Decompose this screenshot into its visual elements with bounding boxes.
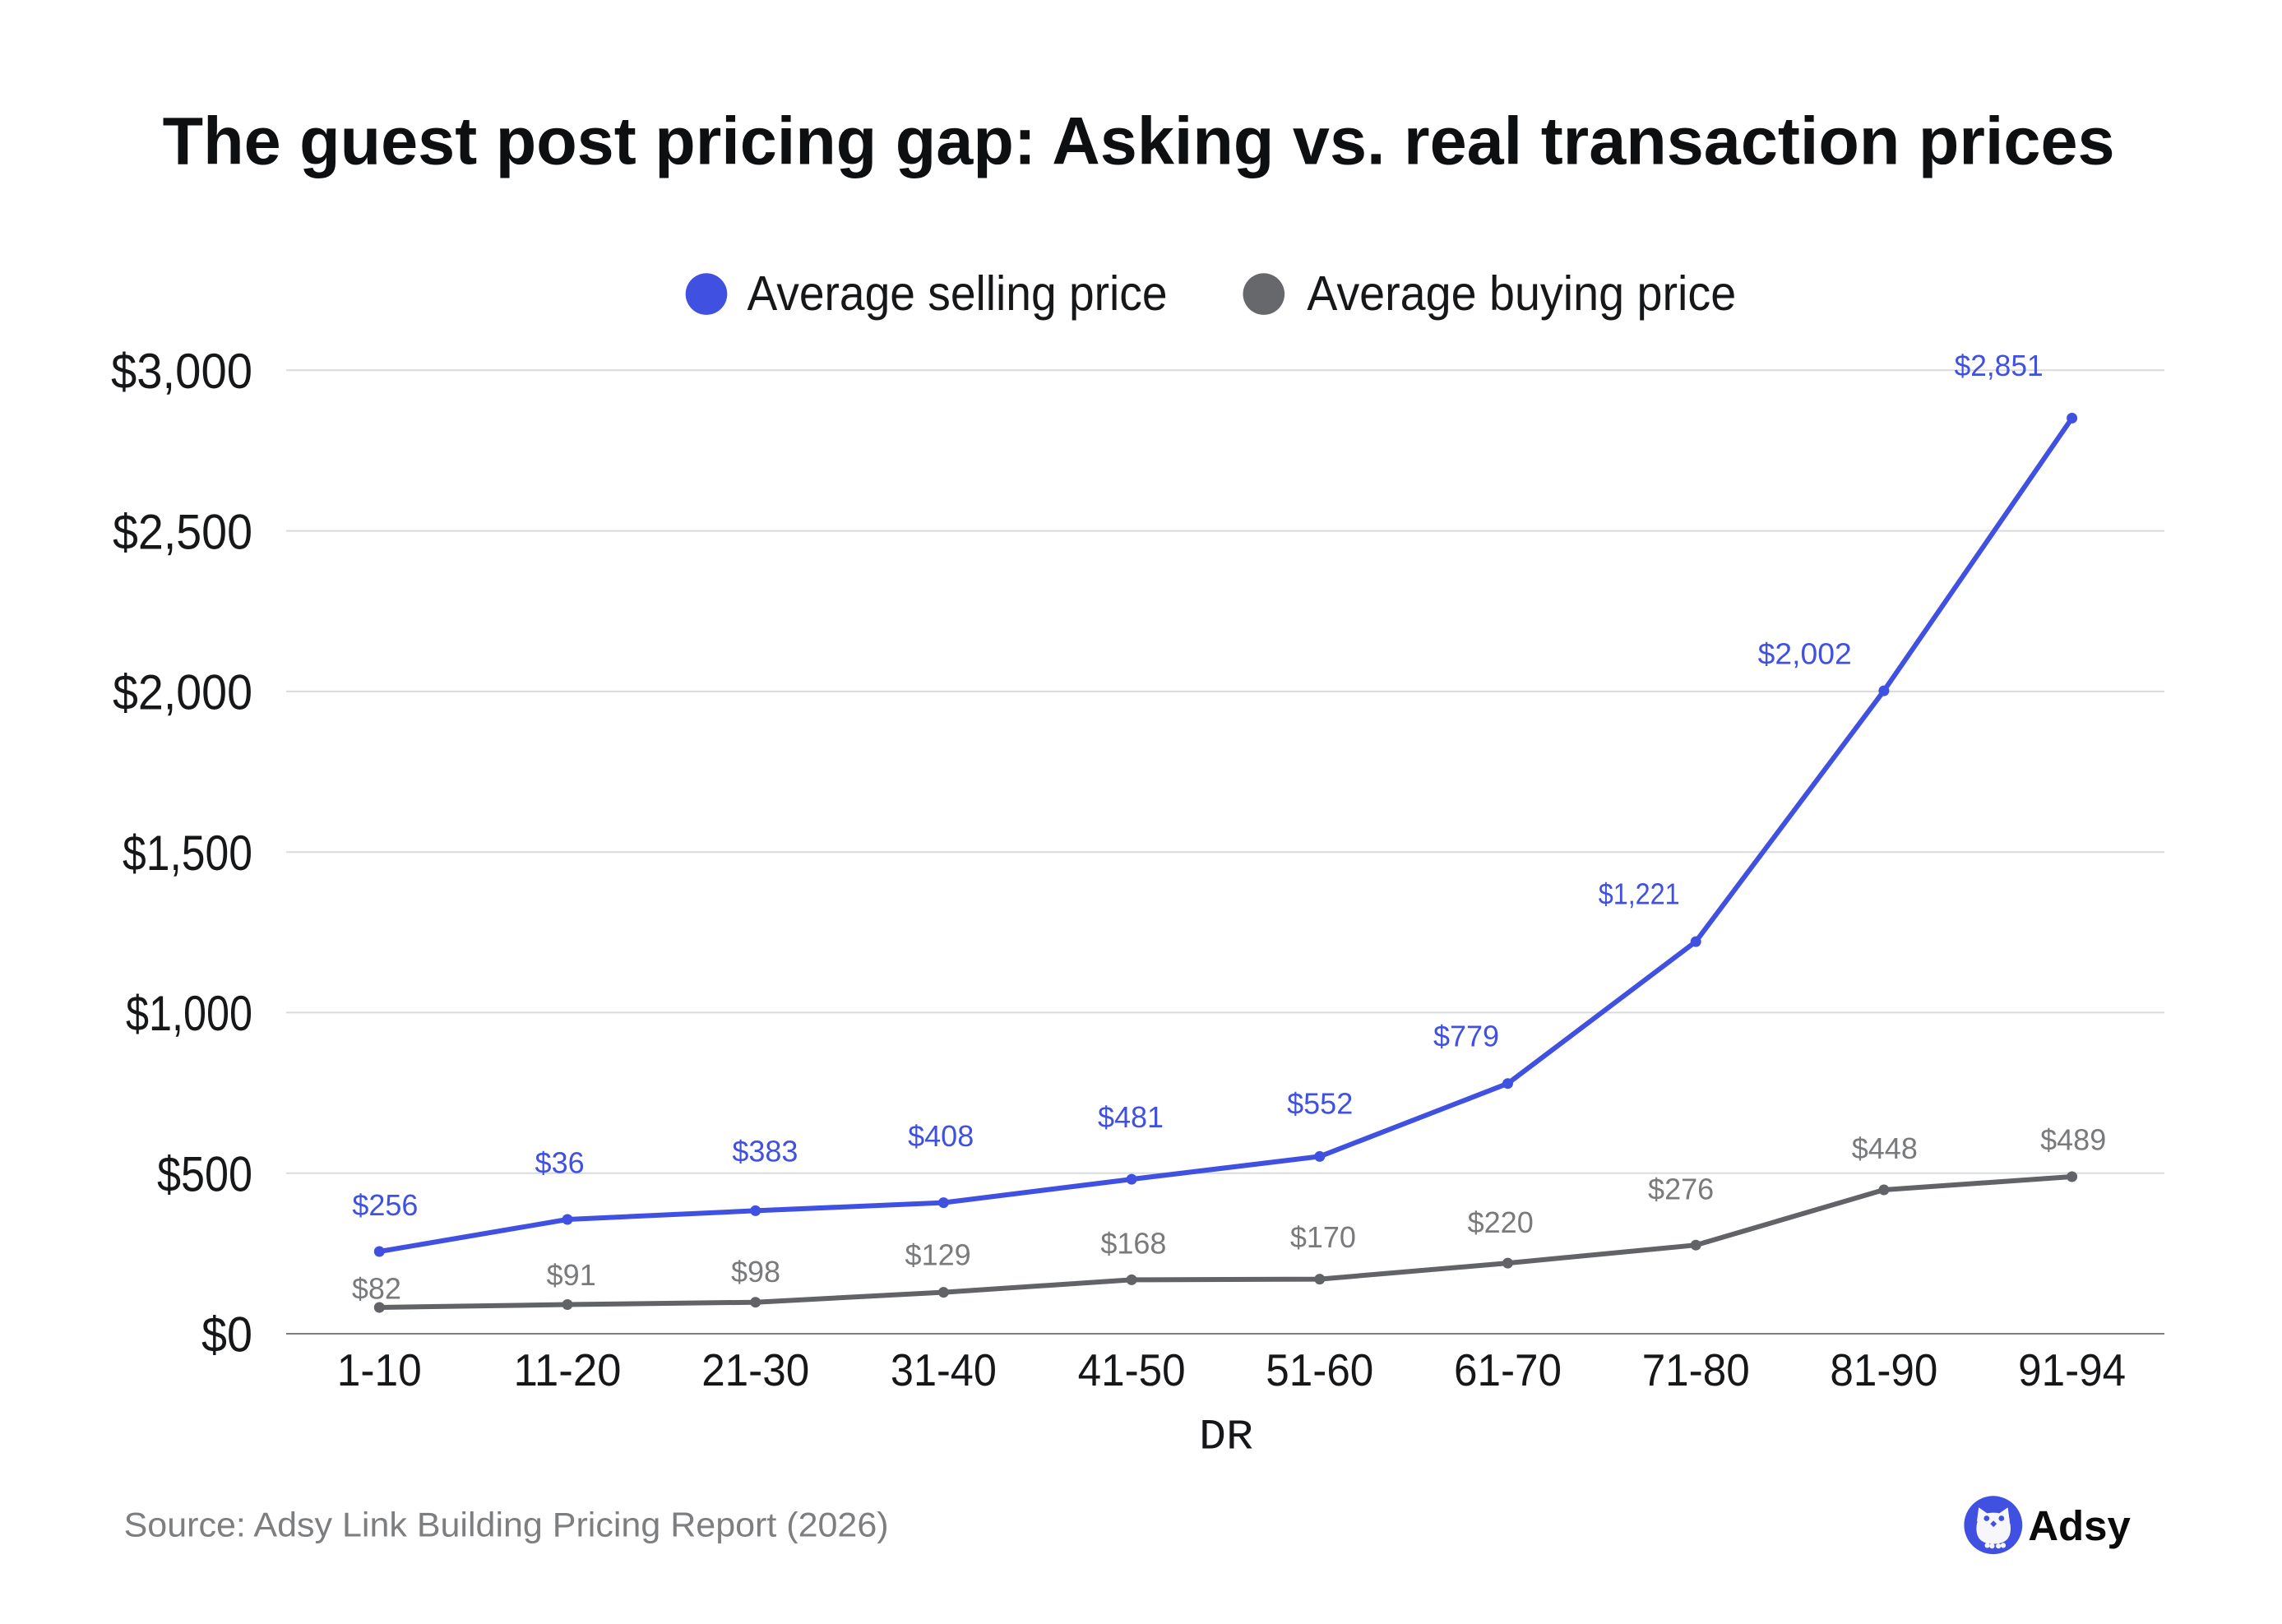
svg-text:11-20: 11-20: [514, 1344, 622, 1395]
svg-text:$408: $408: [908, 1119, 974, 1153]
svg-text:$448: $448: [1852, 1131, 1918, 1165]
svg-text:$82: $82: [352, 1272, 401, 1306]
svg-text:41-50: 41-50: [1078, 1344, 1186, 1395]
svg-text:61-70: 61-70: [1454, 1344, 1562, 1395]
svg-text:$129: $129: [905, 1238, 971, 1272]
svg-text:$276: $276: [1648, 1173, 1714, 1206]
svg-text:$2,500: $2,500: [113, 504, 252, 559]
svg-text:Adsy: Adsy: [2028, 1502, 2131, 1549]
svg-text:Source: Adsy Link Building Pri: Source: Adsy Link Building Pricing Repor…: [124, 1505, 889, 1543]
svg-text:81-90: 81-90: [1830, 1344, 1937, 1395]
svg-text:21-30: 21-30: [701, 1344, 809, 1395]
svg-text:Average selling price: Average selling price: [748, 266, 1168, 321]
svg-text:Average buying price: Average buying price: [1307, 266, 1736, 321]
svg-text:$2,851: $2,851: [1955, 349, 2044, 382]
svg-text:$0: $0: [201, 1307, 252, 1363]
svg-text:$489: $489: [2040, 1122, 2106, 1156]
svg-text:DR: DR: [1199, 1413, 1253, 1462]
svg-text:$220: $220: [1468, 1205, 1534, 1239]
svg-text:The guest post pricing gap: As: The guest post pricing gap: Asking vs. r…: [163, 104, 2115, 178]
svg-text:$1,221: $1,221: [1599, 877, 1680, 911]
svg-text:$1,000: $1,000: [126, 986, 252, 1041]
svg-text:$2,002: $2,002: [1758, 636, 1852, 670]
svg-text:$168: $168: [1100, 1226, 1166, 1260]
svg-text:$3,000: $3,000: [111, 344, 252, 399]
svg-text:91-94: 91-94: [2018, 1344, 2126, 1395]
svg-text:$2,000: $2,000: [113, 665, 252, 720]
svg-text:$779: $779: [1433, 1020, 1499, 1053]
svg-text:71-80: 71-80: [1642, 1344, 1750, 1395]
svg-text:$170: $170: [1290, 1220, 1356, 1254]
svg-text:$1,500: $1,500: [123, 826, 252, 881]
svg-text:51-60: 51-60: [1266, 1344, 1373, 1395]
svg-text:$383: $383: [732, 1134, 798, 1168]
svg-text:1-10: 1-10: [337, 1344, 422, 1395]
svg-text:$91: $91: [547, 1258, 596, 1292]
svg-text:$256: $256: [352, 1188, 418, 1222]
svg-text:$481: $481: [1098, 1100, 1164, 1134]
svg-text:$500: $500: [157, 1146, 252, 1201]
svg-text:$98: $98: [731, 1255, 780, 1289]
svg-text:$552: $552: [1287, 1087, 1353, 1121]
svg-text:31-40: 31-40: [891, 1344, 997, 1395]
svg-text:$36: $36: [535, 1145, 585, 1179]
